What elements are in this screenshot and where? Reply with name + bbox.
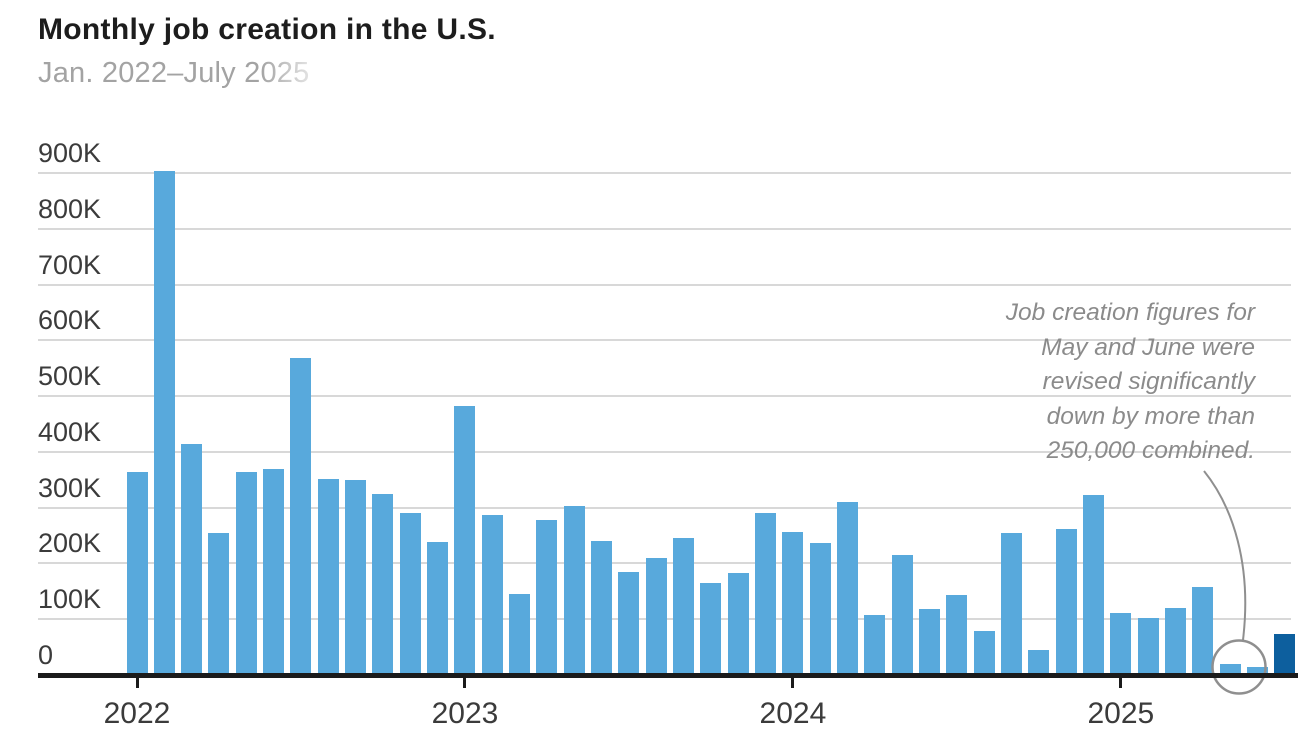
bar <box>290 358 312 675</box>
gridline <box>38 227 1291 230</box>
bar <box>235 471 257 675</box>
x-axis-tick-label: 2025 <box>1087 697 1155 730</box>
x-axis-tick <box>463 677 467 688</box>
x-axis-tick-label: 2023 <box>431 697 499 730</box>
x-axis-tick <box>1119 677 1123 688</box>
bar <box>208 533 230 675</box>
bar <box>1055 529 1077 675</box>
x-axis-tick <box>791 677 795 688</box>
bar <box>263 468 285 675</box>
y-axis-tick-label: 0 <box>38 640 54 670</box>
bar <box>153 170 175 675</box>
bar <box>536 519 558 675</box>
bar <box>919 609 941 675</box>
bar <box>782 532 804 675</box>
bar <box>1001 532 1023 675</box>
bar <box>481 514 503 675</box>
bar <box>973 631 995 675</box>
gridline <box>38 450 1291 453</box>
bar <box>700 582 722 675</box>
x-axis-tick-label: 2022 <box>103 697 171 730</box>
bar <box>891 554 913 675</box>
y-axis-tick-label: 300K <box>38 472 102 503</box>
y-axis-tick-label: 600K <box>38 305 102 336</box>
bar <box>181 444 203 675</box>
gridline <box>38 506 1291 509</box>
bar <box>645 557 667 675</box>
y-axis-tick-label: 100K <box>38 584 102 615</box>
bar <box>837 502 859 675</box>
subtitle-fade-overlay <box>260 52 370 96</box>
bar <box>1110 613 1132 675</box>
bar <box>946 594 968 675</box>
bar <box>372 494 394 675</box>
bar <box>1274 634 1296 675</box>
bar <box>454 406 476 675</box>
bar <box>427 541 449 675</box>
gridline <box>38 395 1291 398</box>
annotation-text: Job creation figures for May and June we… <box>1005 299 1255 464</box>
bar <box>1165 608 1187 675</box>
y-axis-tick-label: 800K <box>38 193 102 224</box>
bar <box>1083 494 1105 675</box>
bar <box>755 513 777 675</box>
y-axis-tick-label: 500K <box>38 361 102 392</box>
bar <box>1028 650 1050 675</box>
bar <box>345 479 367 675</box>
page-title: Monthly job creation in the U.S. <box>38 13 496 46</box>
bar <box>1137 618 1159 675</box>
bar <box>399 513 421 675</box>
x-axis-line <box>38 673 1298 678</box>
x-axis-tick-label: 2024 <box>759 697 827 730</box>
y-axis-tick-label: 900K <box>38 138 102 168</box>
bar <box>509 593 531 675</box>
bar <box>727 573 749 675</box>
bar <box>126 471 148 675</box>
bar <box>673 537 695 675</box>
bar <box>864 614 886 675</box>
bar <box>591 541 613 675</box>
x-axis-tick <box>135 677 139 688</box>
bar <box>1192 586 1214 675</box>
y-axis-tick-label: 700K <box>38 249 102 280</box>
gridline <box>38 172 1291 174</box>
bar <box>618 572 640 675</box>
gridline <box>38 339 1291 342</box>
bar <box>317 478 339 675</box>
y-axis-tick-label: 200K <box>38 528 102 559</box>
bar <box>809 543 831 675</box>
gridline <box>38 283 1291 286</box>
y-axis-tick-label: 400K <box>38 416 102 447</box>
bar <box>563 505 585 675</box>
